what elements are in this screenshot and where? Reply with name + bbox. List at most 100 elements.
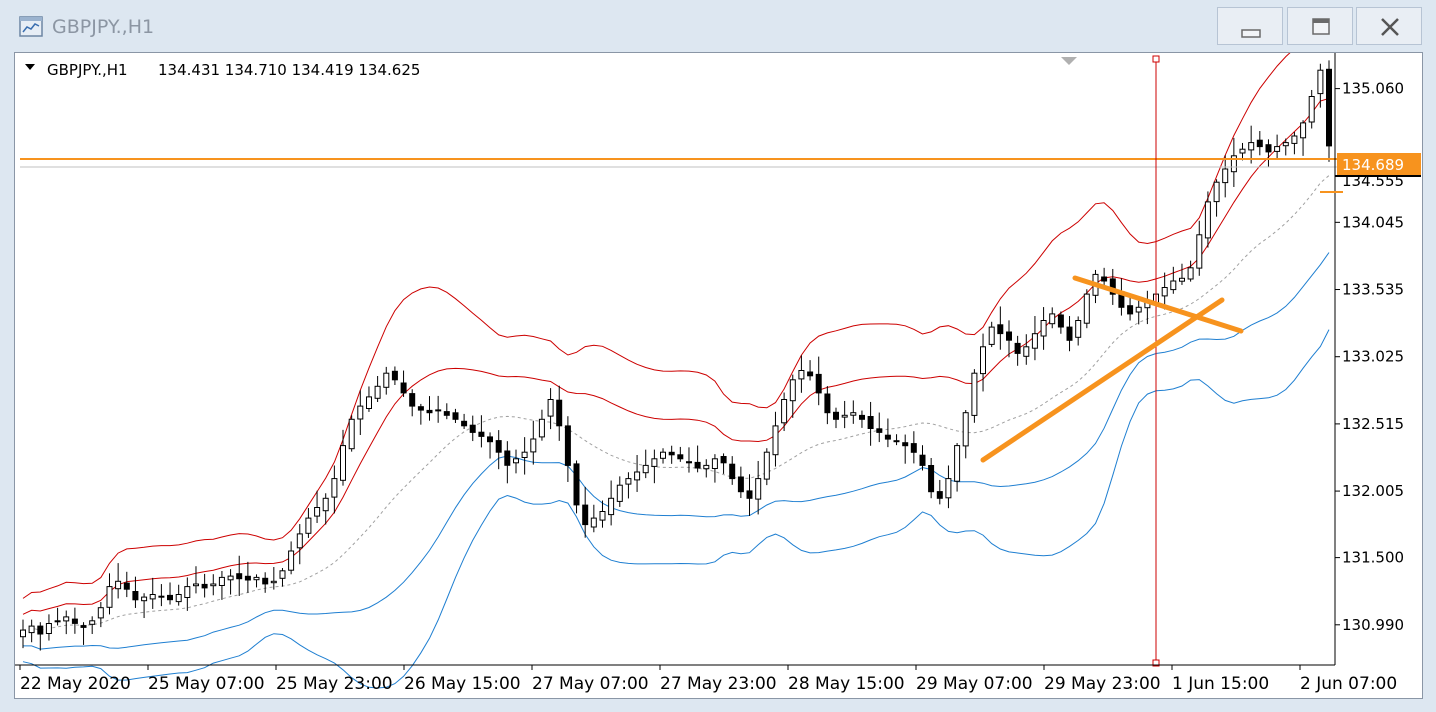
candle-bear [236,573,243,580]
candle-bear [919,454,926,466]
candle-bull [28,625,35,634]
candle-bear [997,324,1004,335]
candle-bull [625,478,632,485]
minimize-button[interactable] [1217,7,1283,45]
candle-bear [867,416,874,429]
candle-bear [123,582,130,590]
candle-bear [132,591,139,601]
price-axis[interactable]: 135.060 134.045 133.535 133.025 132.515 132.0… [1335,80,1404,634]
plot-layer [20,53,1332,689]
candle-bear [824,393,831,414]
candle-bear [859,414,865,420]
candle-bull [322,497,329,512]
chart-shift-marker[interactable] [1061,57,1077,65]
candle-bull [253,576,260,581]
bollinger-inner-upper-band [22,97,1330,615]
candle-bear [504,450,511,466]
candle-bull [97,607,104,619]
candle-bull [296,533,303,549]
window-titlebar: GBPJPY.,H1 [0,0,1436,52]
candle-bull [703,464,710,470]
candle-bull [1248,142,1255,151]
candle-bear [720,456,727,464]
candle-bull [1213,181,1220,203]
candle-bull [20,629,26,638]
candle-bull [288,550,295,571]
candle-bear [807,371,814,377]
candle-bear [746,490,753,499]
chart-window-icon [19,16,43,37]
candle-bull [1230,155,1237,173]
window-bottom-border [0,699,1436,712]
candle-bear [435,409,442,412]
candle-bull [218,576,225,587]
candle-bear [1265,144,1272,153]
candle-bull [608,497,615,516]
candle-bull [962,412,969,447]
candle-bear [884,434,891,440]
candle-bear [1006,331,1012,341]
vertical-line-handle-top[interactable] [1152,55,1160,63]
y-tick-label: 134.045 [1342,213,1404,231]
bollinger-upper-band [22,53,1291,599]
candle-bull [651,458,658,467]
y-tick-label: 132.515 [1342,415,1404,433]
candle-bull [1300,122,1307,139]
candle-bull [513,458,519,464]
candle-bull [798,370,805,380]
x-tick-label: 29 May 23:00 [1044,674,1161,694]
candle-bear [686,461,692,464]
candle-bear [391,370,398,381]
candle-bull [789,379,796,402]
trendline-falling[interactable] [1072,275,1244,334]
candle-bull [1204,201,1211,239]
candle-bull [45,623,52,634]
candle-bull [184,586,191,598]
candle-bull [1239,148,1246,154]
y-tick-label: 133.025 [1342,348,1404,366]
candle-bear [409,393,416,407]
x-tick-label: 27 May 07:00 [532,674,649,694]
vertical-line-handle-bottom[interactable] [1152,659,1160,667]
candle-bull [1187,267,1194,280]
trendline-rising[interactable] [980,297,1225,463]
candle-bear [815,373,822,394]
x-tick-label: 2 Jun 07:00 [1300,674,1397,694]
candle-bear [417,406,424,411]
candle-bear [893,440,900,443]
candle-bull [1274,146,1281,152]
maximize-button[interactable] [1287,7,1353,45]
time-axis[interactable]: 22 May 2020 25 May 07:00 25 May 23:00 26 Ma… [19,665,1397,694]
candle-bear [573,463,580,506]
candle-bull [711,458,718,469]
close-button[interactable] [1356,7,1422,45]
candle-bull [1161,287,1168,297]
candle-bull [279,570,286,579]
window-title: GBPJPY.,H1 [52,16,155,38]
chart-area[interactable]: 135.060 134.045 133.535 133.025 132.515 132.0… [14,52,1423,699]
candle-bear [694,461,701,469]
price-chart[interactable]: 135.060 134.045 133.535 133.025 132.515 132.0… [15,53,1422,698]
candle-bear [1014,342,1021,354]
candle-bear [71,618,78,624]
triangle-down-icon[interactable] [25,64,35,70]
candle-bear [80,625,87,628]
bollinger-inner-lower-band [23,252,1330,650]
candle-bull [971,372,978,416]
candle-bear [556,399,563,427]
candle-bull [980,346,986,375]
candle-bull [590,517,597,528]
candle-bull [634,471,641,481]
y-tick-label: 133.535 [1342,281,1404,299]
candle-bull [988,326,995,345]
candle-bull [616,484,623,502]
candle-bear [876,428,883,433]
candle-bull [1040,320,1047,337]
candle-bear [495,440,502,453]
candle-bull [1179,277,1185,282]
bollinger-lower-band [22,329,1330,689]
candle-bull [305,517,312,534]
candle-bear [1256,139,1263,148]
candle-bear [729,463,736,480]
y-tick-label: 130.990 [1342,616,1404,634]
